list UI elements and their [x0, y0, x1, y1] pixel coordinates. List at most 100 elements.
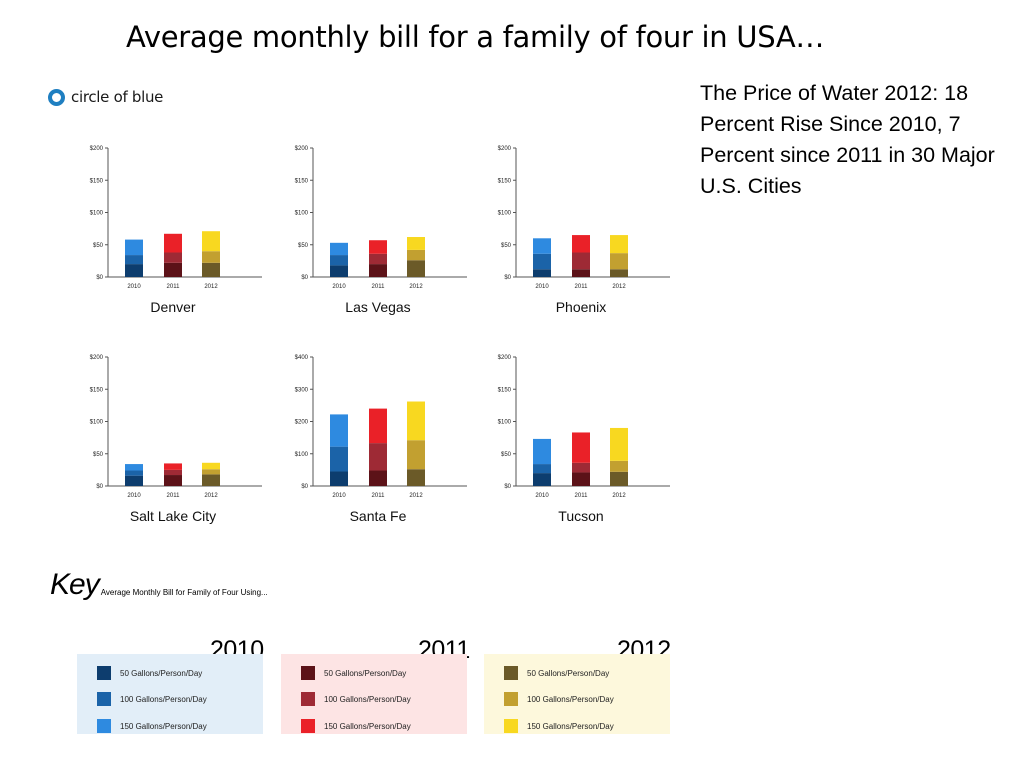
- key-swatch: [504, 719, 518, 733]
- x-tick-label: 2012: [612, 493, 626, 499]
- bar-segment: [164, 233, 182, 253]
- chart-denver: $0 $50 $100 $150 $200 2010 2011 2012 Denver: [70, 140, 270, 325]
- chart-svg: $0 $100 $200 $300 $400 2010 2011 2012 Santa Fe: [295, 355, 467, 524]
- key-title: Key: [50, 568, 100, 601]
- bar-segment: [202, 251, 220, 263]
- y-tick-label: $200: [498, 355, 512, 361]
- bar-segment: [572, 235, 590, 253]
- bar-segment: [407, 440, 425, 470]
- x-tick-label: 2010: [127, 493, 141, 499]
- key-item: 50 Gallons/Person/Day: [504, 665, 609, 681]
- city-name-label: Phoenix: [556, 299, 607, 315]
- y-tick-label: $0: [301, 484, 308, 490]
- circle-of-blue-logo: circle of blue: [48, 88, 163, 106]
- chart-svg: $0 $50 $100 $150 $200 2010 2011 2012 Phoenix: [498, 146, 670, 315]
- x-tick-label: 2011: [372, 284, 386, 290]
- bar-segment: [369, 264, 387, 277]
- key-swatch: [301, 666, 315, 680]
- key-item-label: 100 Gallons/Person/Day: [324, 694, 411, 704]
- y-tick-label: $200: [90, 146, 104, 152]
- y-tick-label: $0: [96, 275, 103, 281]
- x-tick-label: 2010: [332, 493, 346, 499]
- key-item: 50 Gallons/Person/Day: [97, 665, 202, 681]
- key-item: 100 Gallons/Person/Day: [301, 691, 411, 707]
- bar-segment: [407, 469, 425, 486]
- chart-salt-lake-city: $0 $50 $100 $150 $200 2010 2011 2012 Salt Lake C…: [70, 349, 270, 534]
- bar-segment: [330, 446, 348, 472]
- chart-svg: $0 $50 $100 $150 $200 2010 2011 2012 Salt Lake C…: [90, 355, 262, 524]
- bar-segment: [369, 443, 387, 471]
- city-name-label: Denver: [150, 299, 195, 315]
- bar-segment: [164, 475, 182, 486]
- chart-santa-fe: $0 $100 $200 $300 $400 2010 2011 2012 Santa Fe: [275, 349, 475, 534]
- bar-segment: [533, 473, 551, 486]
- key-subtitle: Average Monthly Bill for Family of Four …: [100, 588, 268, 597]
- y-tick-label: $100: [90, 420, 104, 426]
- city-name-label: Tucson: [558, 508, 603, 524]
- bar-segment: [407, 249, 425, 261]
- y-tick-label: $200: [498, 146, 512, 152]
- key-swatch: [301, 692, 315, 706]
- x-tick-label: 2012: [204, 284, 218, 290]
- y-tick-label: $0: [301, 275, 308, 281]
- key-item: 150 Gallons/Person/Day: [97, 718, 207, 734]
- bar-segment: [369, 470, 387, 486]
- key-item: 50 Gallons/Person/Day: [301, 665, 406, 681]
- y-tick-label: $200: [295, 146, 309, 152]
- key-swatch: [504, 666, 518, 680]
- key-item: 150 Gallons/Person/Day: [504, 718, 614, 734]
- key-item: 100 Gallons/Person/Day: [97, 691, 207, 707]
- y-tick-label: $150: [295, 178, 309, 184]
- bar-segment: [610, 471, 628, 486]
- bar-segment: [125, 475, 143, 486]
- bar-segment: [610, 460, 628, 472]
- bar-segment: [330, 471, 348, 486]
- bar-segment: [610, 253, 628, 270]
- y-tick-label: $400: [295, 355, 309, 361]
- y-tick-label: $50: [93, 243, 104, 249]
- key-swatch: [97, 719, 111, 733]
- bar-segment: [330, 414, 348, 447]
- chart-svg: $0 $50 $100 $150 $200 2010 2011 2012 Denver: [90, 146, 262, 315]
- bar-segment: [202, 231, 220, 252]
- key-item: 100 Gallons/Person/Day: [504, 691, 614, 707]
- bar-segment: [330, 255, 348, 266]
- x-tick-label: 2011: [575, 493, 589, 499]
- key-swatch: [504, 692, 518, 706]
- key-item-label: 50 Gallons/Person/Day: [324, 668, 407, 678]
- key-box-2010: 50 Gallons/Person/Day 100 Gallons/Person…: [77, 654, 263, 734]
- bar-segment: [572, 462, 590, 473]
- bar-segment: [125, 464, 143, 471]
- x-tick-label: 2010: [535, 493, 549, 499]
- x-tick-label: 2011: [575, 284, 589, 290]
- bar-segment: [610, 269, 628, 277]
- x-tick-label: 2010: [127, 284, 141, 290]
- bar-segment: [572, 472, 590, 486]
- key-item: 150 Gallons/Person/Day: [301, 718, 411, 734]
- y-tick-label: $100: [498, 420, 512, 426]
- bar-segment: [202, 462, 220, 470]
- side-description: The Price of Water 2012: 18 Percent Rise…: [700, 81, 995, 198]
- x-tick-label: 2011: [167, 284, 181, 290]
- chart-tucson: $0 $50 $100 $150 $200 2010 2011 2012 Tucson: [478, 349, 678, 534]
- bar-segment: [533, 438, 551, 465]
- key-box-2011: 50 Gallons/Person/Day 100 Gallons/Person…: [281, 654, 467, 734]
- bar-segment: [369, 240, 387, 254]
- bar-segment: [407, 260, 425, 277]
- bar-segment: [610, 427, 628, 461]
- bar-segment: [164, 463, 182, 470]
- bar-segment: [407, 237, 425, 250]
- city-name-label: Santa Fe: [350, 508, 407, 524]
- chart-las-vegas: $0 $50 $100 $150 $200 2010 2011 2012 Las Vegas: [275, 140, 475, 325]
- key-swatch: [301, 719, 315, 733]
- y-tick-label: $300: [295, 387, 309, 393]
- y-tick-label: $50: [298, 243, 309, 249]
- key-item-label: 150 Gallons/Person/Day: [324, 721, 411, 731]
- y-tick-label: $0: [96, 484, 103, 490]
- bar-segment: [125, 470, 143, 476]
- x-tick-label: 2010: [332, 284, 346, 290]
- y-tick-label: $200: [90, 355, 104, 361]
- bar-segment: [572, 269, 590, 277]
- bar-segment: [125, 255, 143, 265]
- key-item-label: 150 Gallons/Person/Day: [120, 721, 207, 731]
